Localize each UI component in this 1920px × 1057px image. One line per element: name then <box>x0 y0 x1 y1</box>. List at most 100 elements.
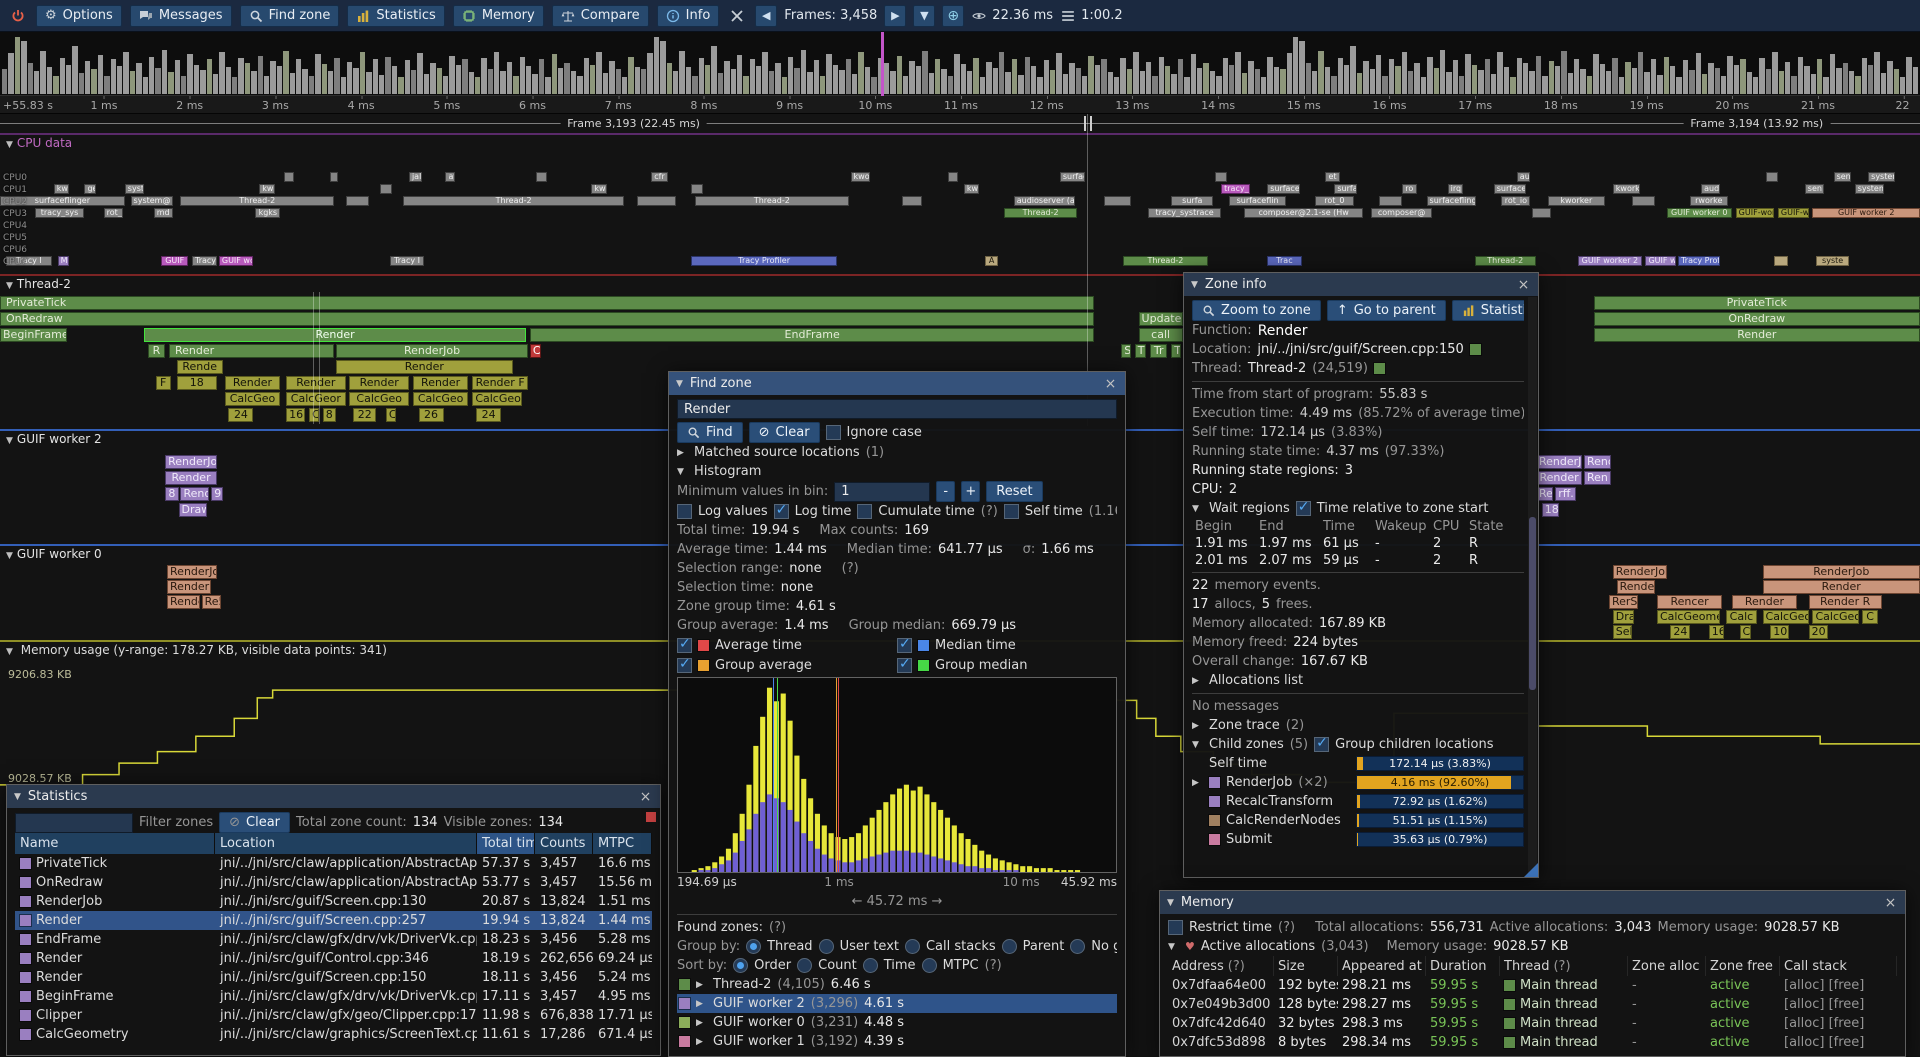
zone-bar[interactable]: system <box>124 184 144 194</box>
zone-bar[interactable]: RenderJob <box>167 565 217 579</box>
collapse-icon[interactable]: ▼ <box>1167 897 1174 908</box>
zone-bar[interactable]: A <box>984 256 999 266</box>
zone-bar[interactable] <box>1766 172 1778 182</box>
zone-bar[interactable]: Trac <box>1267 256 1302 266</box>
zone-bar[interactable]: kgks <box>255 208 281 218</box>
statistics-button[interactable]: Statistics <box>347 4 445 27</box>
zone-bar[interactable]: GUIF-w <box>1777 208 1809 218</box>
cpu-data-header[interactable]: ▼ CPU data <box>6 136 72 150</box>
zone-bar[interactable]: CalcGeo <box>224 392 281 406</box>
zone-group-row[interactable]: ▶ GUIF worker 2 (3,296) 4.61 s <box>677 994 1117 1013</box>
clear-filter-button[interactable]: ⊘ Clear <box>219 812 291 833</box>
collapse-icon[interactable]: ▼ <box>676 378 683 389</box>
column-header[interactable]: Address (?) <box>1168 956 1274 976</box>
call-stack-cell[interactable]: [alloc] [free] <box>1784 978 1865 993</box>
zone-bar[interactable]: C <box>1862 610 1878 624</box>
location-value[interactable]: jni/../jni/src/guif/Screen.cpp:150 <box>1257 342 1464 357</box>
zone-bar[interactable]: 9 <box>211 487 223 501</box>
tree-arrow-icon[interactable]: ▶ <box>1192 777 1199 788</box>
zone-bar[interactable] <box>330 172 338 182</box>
zone-bar[interactable]: RenderJob <box>1762 565 1920 579</box>
power-button[interactable] <box>8 5 28 27</box>
zone-bar[interactable]: tracy_sys <box>34 208 85 218</box>
option-checkbox[interactable] <box>773 502 789 519</box>
zone-bar[interactable]: Draw <box>178 503 208 517</box>
zone-bar[interactable]: Thread-2 <box>1004 208 1078 218</box>
zone-bar[interactable]: Render <box>165 471 217 485</box>
scrollbar[interactable] <box>1528 297 1537 875</box>
scrollbar-thumb[interactable] <box>1529 516 1536 691</box>
zone-info-titlebar[interactable]: ▼ Zone info × <box>1184 273 1538 296</box>
zone-bar[interactable]: kwoc <box>850 172 870 182</box>
zone-bar[interactable]: Thread-2 <box>1123 256 1208 266</box>
memory-usage-header[interactable]: ▼ Memory usage (y-range: 178.27 KB, visi… <box>6 643 387 657</box>
zone-bar[interactable]: Calc <box>1726 610 1757 624</box>
legend-checkbox[interactable] <box>897 636 912 653</box>
option-checkbox[interactable] <box>857 504 873 519</box>
messages-button[interactable]: Messages <box>129 4 232 27</box>
thread-header[interactable]: ▼ GUIF worker 0 <box>6 547 102 561</box>
radio-button[interactable] <box>1001 939 1017 954</box>
tree-arrow-icon[interactable]: ▼ <box>677 466 684 477</box>
zone-bar[interactable]: composer@2.1-se (Hw <box>1244 208 1364 218</box>
zone-group-row[interactable]: ▶ GUIF worker 0 (3,231) 4.48 s <box>677 1013 1117 1032</box>
zone-bar[interactable]: Tracy I <box>5 256 52 266</box>
zone-bar[interactable] <box>1104 196 1131 206</box>
zone-bar[interactable]: Rende <box>176 360 223 374</box>
zone-bar[interactable] <box>284 172 294 182</box>
zone-bar[interactable]: sen <box>1833 172 1851 182</box>
column-header[interactable]: Name <box>15 833 215 854</box>
zone-bar[interactable]: composer@ <box>1370 208 1433 218</box>
resize-grip[interactable] <box>1524 863 1538 877</box>
zone-bar[interactable]: Tracy Profiler <box>691 256 838 266</box>
zone-bar[interactable]: EndFrame <box>529 328 1095 342</box>
zone-bar[interactable]: GUIF worker 2 <box>1812 208 1920 218</box>
zone-bar[interactable]: Tracy <box>192 256 217 266</box>
zone-bar[interactable]: C <box>1739 625 1752 639</box>
zone-bar[interactable]: Render F <box>472 376 528 390</box>
column-header[interactable]: Total time <box>477 833 535 854</box>
wait-table-row[interactable]: 2.01 ms 2.07 ms 59 µs - 2 R <box>1192 552 1524 569</box>
column-header[interactable]: Location <box>215 833 477 854</box>
zone-bar[interactable]: rot_d <box>103 208 123 218</box>
zone-bar[interactable]: Thread-2 <box>403 196 624 206</box>
tree-arrow-icon[interactable]: ▼ <box>1192 503 1199 514</box>
zone-bar[interactable]: C <box>385 408 396 422</box>
zone-bar[interactable]: 16 <box>286 408 306 422</box>
zone-bar[interactable]: 20 <box>1808 625 1828 639</box>
zone-bar[interactable]: Tracy Profiler <box>1678 256 1721 266</box>
zone-bar[interactable]: aud <box>1701 184 1721 194</box>
memory-button[interactable]: Memory <box>452 4 544 27</box>
zone-bar[interactable]: Rend <box>1584 455 1611 469</box>
zone-bar[interactable]: Render <box>1731 595 1798 609</box>
zone-bar[interactable]: Render <box>1536 471 1583 485</box>
zone-bar[interactable]: CalcGeo <box>1812 610 1859 624</box>
find-button[interactable]: Find <box>677 422 743 443</box>
column-header[interactable]: MTPC <box>593 833 652 854</box>
zone-bar[interactable]: jal <box>408 172 423 182</box>
scroll-indicator[interactable] <box>646 812 656 822</box>
tree-arrow-icon[interactable]: ▼ <box>1168 941 1175 952</box>
zone-bar[interactable]: C <box>309 408 319 422</box>
memory-titlebar[interactable]: ▼ Memory × <box>1160 891 1905 914</box>
help-icon[interactable]: (?) <box>984 958 1002 973</box>
zone-bar[interactable]: tracy_systrace <box>1148 208 1222 218</box>
zone-bar[interactable]: ge <box>84 184 96 194</box>
frames-band[interactable]: Frame 3,193 (22.45 ms) Frame 3,194 (13.9… <box>0 114 1920 133</box>
zone-bar[interactable]: md <box>153 208 173 218</box>
tree-arrow-icon[interactable]: ▶ <box>1192 675 1199 686</box>
zone-bar[interactable] <box>637 196 676 206</box>
zone-bar[interactable]: Render <box>167 580 212 594</box>
zone-bar[interactable]: rot_0 <box>1315 196 1354 206</box>
call-stack-cell[interactable]: [alloc] [free] <box>1784 1035 1865 1050</box>
zone-bar[interactable]: rworke <box>1689 196 1728 206</box>
zone-bar[interactable]: 10 <box>1770 625 1790 639</box>
table-row[interactable]: CalcGeometry jni/../jni/src/claw/graphics… <box>15 1025 652 1044</box>
column-header[interactable]: Zone alloc <box>1628 956 1706 976</box>
allocation-row[interactable]: 0x7dfc53d898 8 bytes 298.34 ms 59.95 s Main … <box>1168 1033 1897 1052</box>
zone-bar[interactable]: audioserver (audio <box>1013 196 1076 206</box>
zone-bar[interactable]: Tr <box>1150 344 1168 358</box>
zone-bar[interactable]: Render R <box>1808 595 1882 609</box>
zone-bar[interactable]: Thread-2 <box>695 196 849 206</box>
zone-bar[interactable]: CalcGeo <box>412 392 469 406</box>
